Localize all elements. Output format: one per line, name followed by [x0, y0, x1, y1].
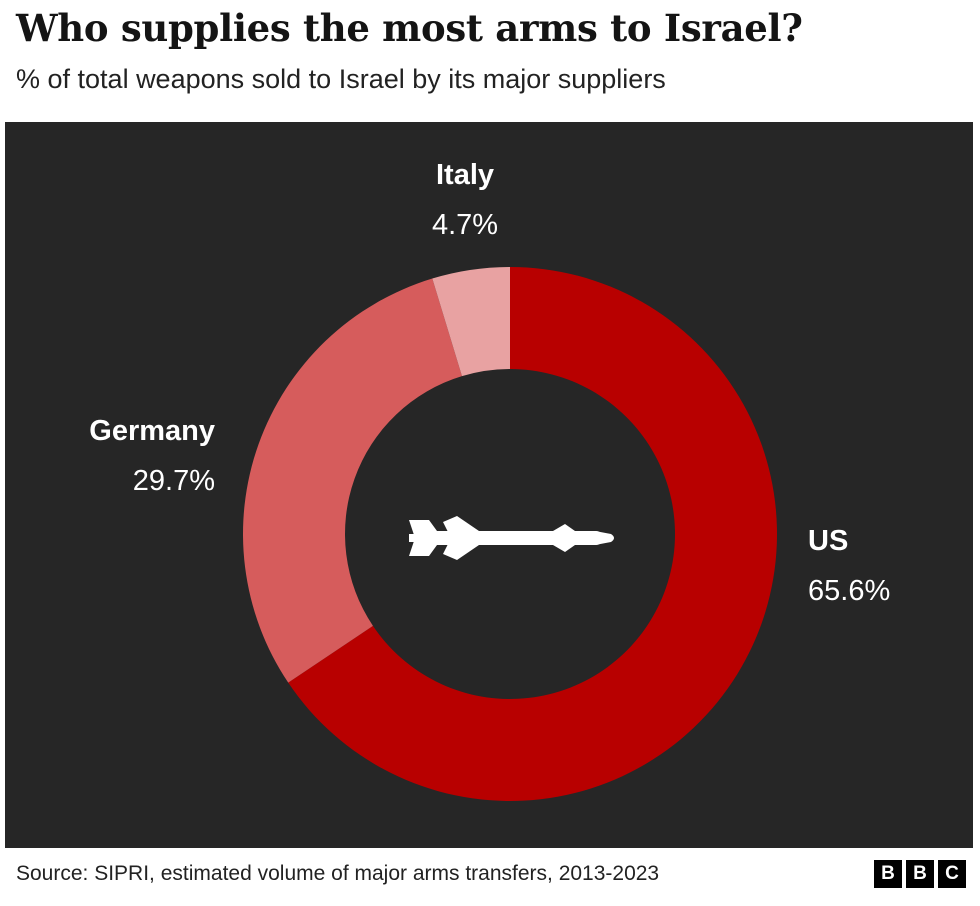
bbc-logo-letter: B — [874, 860, 902, 888]
slice-label-germany: Germany — [89, 415, 215, 447]
donut-slice-germany — [242, 278, 462, 683]
donut-slices — [242, 267, 777, 802]
missile-icon — [409, 516, 614, 560]
bbc-logo-letter: B — [906, 860, 934, 888]
donut-labels: US 65.6% Germany 29.7% Italy 4.7% — [89, 159, 890, 607]
donut-slice-italy — [432, 267, 510, 377]
slice-label-us: US — [808, 525, 848, 557]
slice-label-italy: Italy — [436, 159, 494, 191]
chart-panel: US 65.6% Germany 29.7% Italy 4.7% — [5, 122, 973, 848]
chart-title: Who supplies the most arms to Israel? — [16, 6, 803, 50]
slice-value-germany: 29.7% — [133, 465, 215, 497]
chart-subtitle: % of total weapons sold to Israel by its… — [16, 64, 666, 94]
bbc-logo-letter: C — [938, 860, 966, 888]
donut-chart: US 65.6% Germany 29.7% Italy 4.7% — [89, 159, 890, 802]
slice-value-us: 65.6% — [808, 575, 890, 607]
bbc-logo: B B C — [874, 860, 966, 888]
donut-slice-us — [288, 267, 777, 802]
source-note: Source: SIPRI, estimated volume of major… — [16, 862, 660, 885]
slice-value-italy: 4.7% — [432, 209, 498, 241]
